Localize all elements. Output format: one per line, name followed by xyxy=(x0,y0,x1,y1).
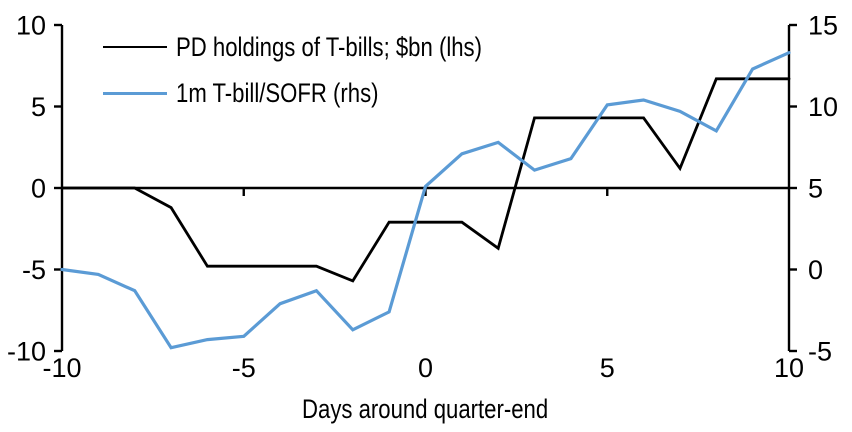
right-axis-tick-label: 10 xyxy=(808,92,838,122)
legend-line-sample-blue xyxy=(103,91,167,95)
legend-item-tbill-sofr: 1m T-bill/SOFR (rhs) xyxy=(103,78,549,108)
left-axis-tick-label: -5 xyxy=(22,255,46,285)
left-axis-tick-label: 5 xyxy=(31,92,46,122)
right-axis-tick-label: -5 xyxy=(808,337,832,367)
right-axis-tick-label: 15 xyxy=(808,11,838,41)
series-line-tbill-sofr xyxy=(60,51,791,350)
x-axis-tick-label: 5 xyxy=(600,353,615,383)
legend-line-sample-black xyxy=(103,46,167,48)
x-axis-tick-label: -5 xyxy=(232,353,256,383)
x-axis-title: Days around quarter-end xyxy=(62,394,789,425)
right-axis-tick-label: 0 xyxy=(808,255,823,285)
left-axis-tick-label: 0 xyxy=(31,174,46,204)
legend: PD holdings of T-bills; $bn (lhs) 1m T-b… xyxy=(103,32,549,108)
x-axis-tick-label: 0 xyxy=(418,353,433,383)
left-axis-tick-label: -10 xyxy=(7,337,46,367)
right-axis-tick-label: 5 xyxy=(808,174,823,204)
legend-item-pd-holdings: PD holdings of T-bills; $bn (lhs) xyxy=(103,32,549,62)
x-axis-title-text: Days around quarter-end xyxy=(302,394,549,424)
x-axis-tick-label: 10 xyxy=(774,353,804,383)
left-axis-tick-label: 10 xyxy=(16,11,46,41)
legend-label-tbill-sofr: 1m T-bill/SOFR (rhs) xyxy=(176,78,379,108)
series-line-pd-holdings xyxy=(60,77,791,283)
x-axis-tick-label: -10 xyxy=(42,353,81,383)
legend-label-pd-holdings: PD holdings of T-bills; $bn (lhs) xyxy=(176,32,483,62)
